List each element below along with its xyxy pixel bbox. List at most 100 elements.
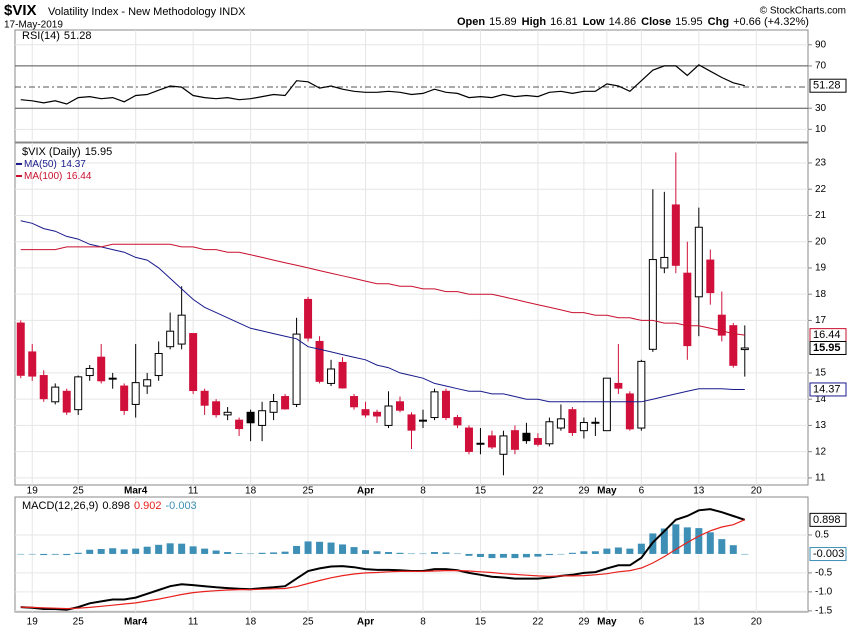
macd-line <box>20 519 746 610</box>
y-tick-label: 90 <box>815 39 827 50</box>
candle-body <box>556 418 565 429</box>
histogram-bar <box>362 550 370 554</box>
histogram-bar <box>430 552 438 554</box>
x-tick-label: 20 <box>751 617 763 628</box>
y-tick-label: 30 <box>815 103 827 114</box>
legend-name: MA(100) <box>24 171 62 182</box>
y-tick-label: 70 <box>815 61 827 72</box>
candle-body <box>212 401 221 416</box>
histogram-bar <box>591 551 599 554</box>
histogram-bar <box>545 553 553 556</box>
y-tick-label: 23 <box>815 158 827 169</box>
x-tick-label: Mar4 <box>124 486 148 497</box>
candle-body <box>729 325 738 366</box>
candle-body <box>97 356 106 382</box>
candle-body <box>258 410 267 426</box>
histogram-bar <box>603 548 611 554</box>
x-tick-label: 20 <box>751 486 763 497</box>
histogram-bar <box>293 545 301 554</box>
histogram-bar <box>132 548 140 554</box>
x-tick-label: 29 <box>578 486 590 497</box>
x-tick-label: 6 <box>639 617 645 628</box>
candle-body <box>108 377 117 380</box>
candle-body <box>315 340 324 382</box>
histogram-bar <box>28 553 36 555</box>
histogram-bar <box>17 553 25 555</box>
candle-body <box>591 421 600 424</box>
value-label: 0.898 <box>813 514 841 526</box>
candle-body <box>740 347 749 351</box>
legend-value: 15.95 <box>85 146 113 158</box>
x-tick-label: 15 <box>475 617 487 628</box>
x-tick-label: Apr <box>357 617 374 628</box>
histogram-bar <box>522 553 530 558</box>
candle-body <box>510 430 519 450</box>
histogram-bar <box>350 547 358 554</box>
y-tick-label: 11 <box>815 473 826 484</box>
rsi-line <box>20 64 745 105</box>
legend-name: MA(50) <box>24 159 57 170</box>
histogram-bar <box>51 553 59 555</box>
histogram-bar <box>568 552 576 554</box>
histogram-bar <box>281 551 289 554</box>
candle-body <box>487 435 496 448</box>
candle-body <box>235 419 244 430</box>
legend-value: 51.28 <box>64 30 92 42</box>
histogram-bar <box>74 552 82 554</box>
legend-entry: MA(100) 16.44 <box>24 171 92 182</box>
candle-body <box>453 417 462 426</box>
x-tick-label: 13 <box>693 486 705 497</box>
histogram-bar <box>166 543 174 554</box>
histogram-bar <box>741 553 749 555</box>
candle-body <box>292 333 301 405</box>
histogram-bar <box>511 553 519 559</box>
candle-body <box>16 322 25 376</box>
x-tick-label: May <box>597 486 617 497</box>
candle-body <box>39 375 48 400</box>
legend-entry: $VIX (Daily) 15.95 <box>22 146 112 158</box>
legend-entry: RSI(14) 51.28 <box>22 30 91 42</box>
value-box <box>809 512 847 527</box>
candle-body <box>338 361 347 389</box>
value-box <box>809 78 847 93</box>
legend-entry: MA(50) 14.37 <box>24 159 86 170</box>
histogram-bar <box>718 539 726 554</box>
candle-body <box>62 390 71 413</box>
candle-body <box>327 368 336 384</box>
panel-frame <box>14 29 809 143</box>
histogram-bar <box>476 553 484 557</box>
legend-value: 0.898 <box>102 500 130 512</box>
legend-entry: MACD(12,26,9) 0.898 0.902 -0.003 <box>22 500 197 512</box>
stat-label: High <box>522 16 547 28</box>
candle-body <box>579 422 588 432</box>
y-tick-label: 20 <box>815 236 827 247</box>
histogram-bar <box>706 532 714 554</box>
x-tick-label: 13 <box>693 617 705 628</box>
histogram-bar <box>499 553 507 558</box>
histogram-bar <box>695 528 703 554</box>
moving-average <box>20 243 745 336</box>
histogram-bar <box>729 545 737 554</box>
candle-body <box>476 442 485 445</box>
value-box <box>809 340 847 355</box>
stat-label: Close <box>641 16 671 28</box>
candle-body <box>499 435 508 455</box>
candle-body <box>85 367 94 377</box>
stat-value: 14.86 <box>609 16 637 28</box>
histogram-bar <box>488 553 496 559</box>
histogram-bar <box>453 553 461 555</box>
candle-body <box>522 432 531 442</box>
histogram-bar <box>235 553 243 554</box>
histogram-bar <box>580 551 588 554</box>
histogram-bar <box>316 541 324 554</box>
candle-body <box>396 401 405 411</box>
x-tick-label: 25 <box>303 486 315 497</box>
stat-label: Low <box>583 16 605 28</box>
candle-body <box>694 226 703 298</box>
stat-label: Open <box>457 16 485 28</box>
histogram-bar <box>224 552 232 554</box>
candle-body <box>660 256 669 269</box>
symbol: $VIX <box>4 2 37 19</box>
value-box <box>809 382 847 397</box>
candle-body <box>683 272 692 347</box>
